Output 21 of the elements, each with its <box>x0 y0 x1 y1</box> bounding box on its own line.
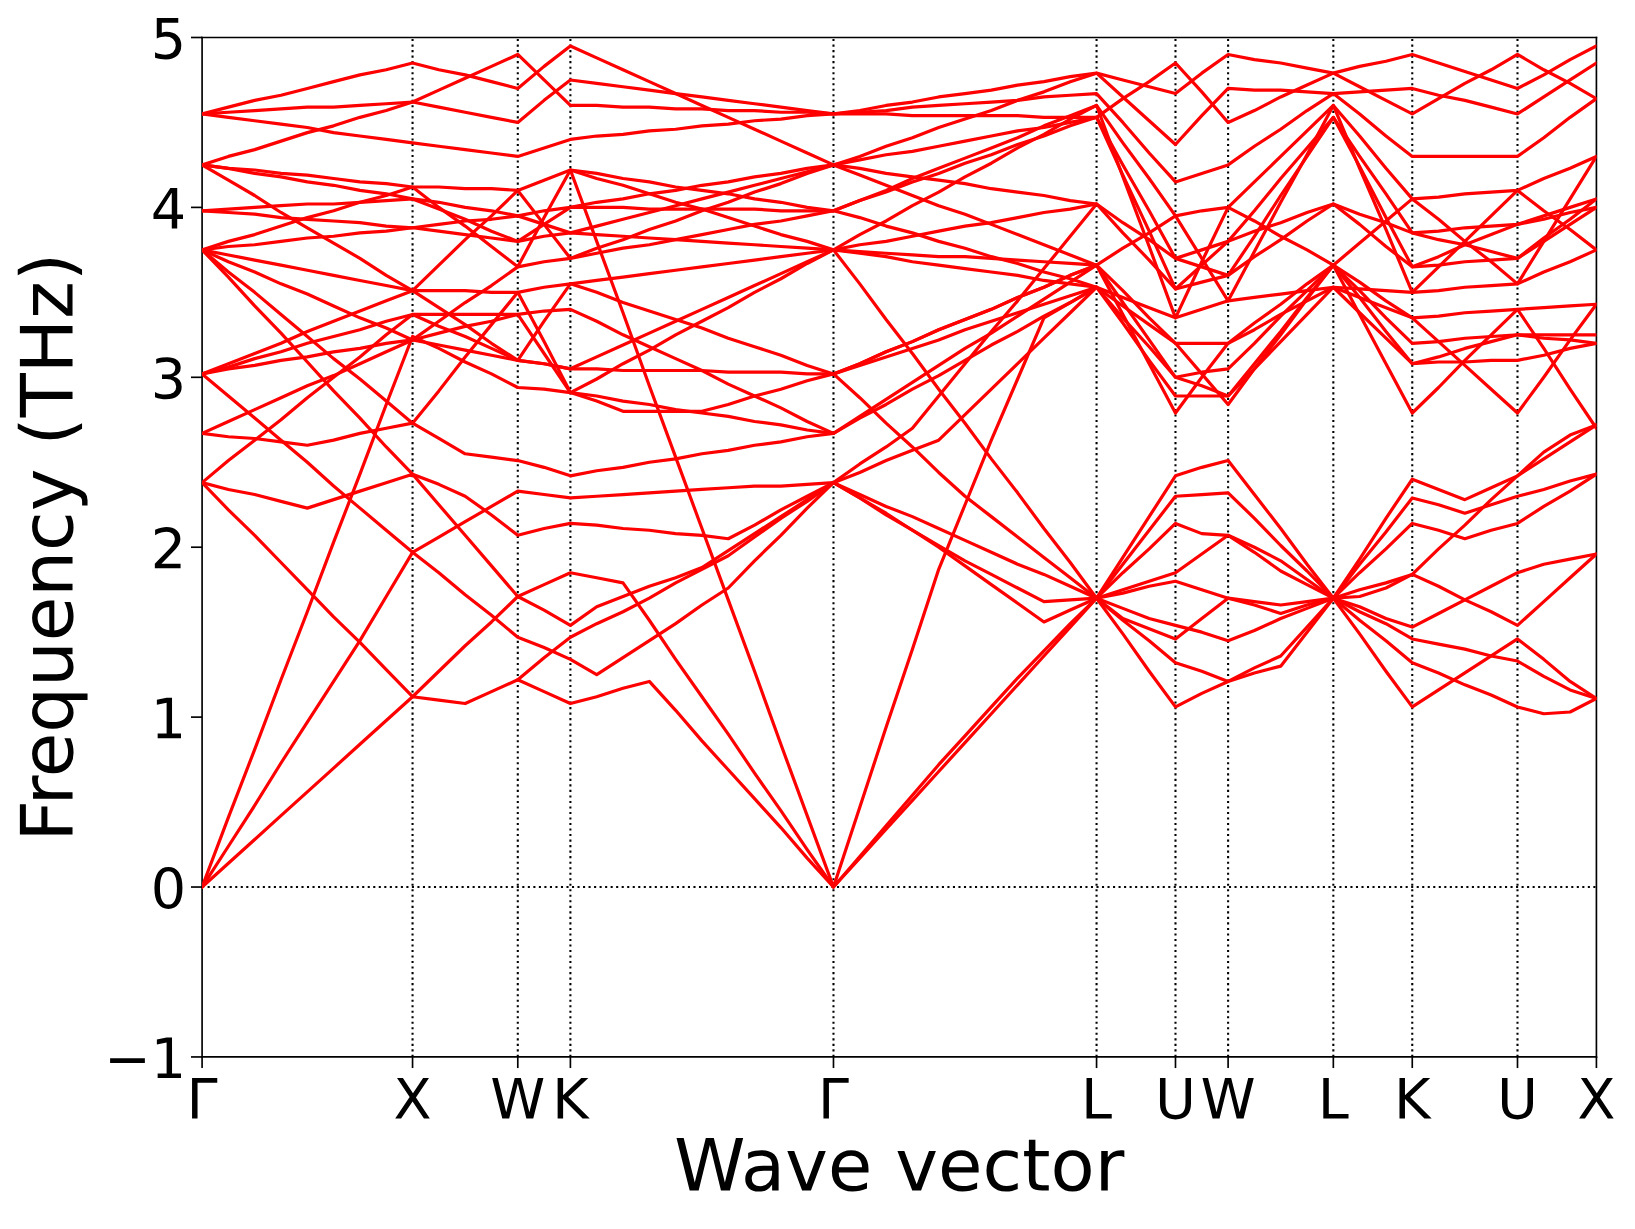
x-tick-label: Γ <box>192 1078 218 1119</box>
y-axis-title: Frequency (THz) <box>17 259 88 835</box>
x-tick-label: K <box>1399 1078 1432 1119</box>
x-tick-label: L <box>1086 1078 1112 1119</box>
x-tick-label: U <box>1159 1078 1191 1120</box>
y-tick-label: −1 <box>110 1037 181 1079</box>
x-tick-label: W <box>1202 1078 1254 1119</box>
y-tick-label: 4 <box>153 188 183 229</box>
x-tick-label: Γ <box>823 1078 849 1119</box>
x-tick-label: W <box>492 1078 544 1119</box>
x-tick-label: U <box>1501 1078 1533 1120</box>
x-tick-label: X <box>395 1078 430 1119</box>
y-tick-label: 0 <box>154 866 183 909</box>
y-tick-label: 1 <box>156 697 181 739</box>
x-tick-label: X <box>1579 1078 1614 1119</box>
x-axis-title: Wave vector <box>676 1137 1125 1192</box>
y-tick-label: 2 <box>154 527 181 569</box>
y-tick-label: 5 <box>155 18 182 60</box>
x-tick-label: K <box>557 1078 590 1119</box>
y-tick-label: 3 <box>155 357 182 400</box>
x-tick-label: L <box>1323 1078 1349 1119</box>
